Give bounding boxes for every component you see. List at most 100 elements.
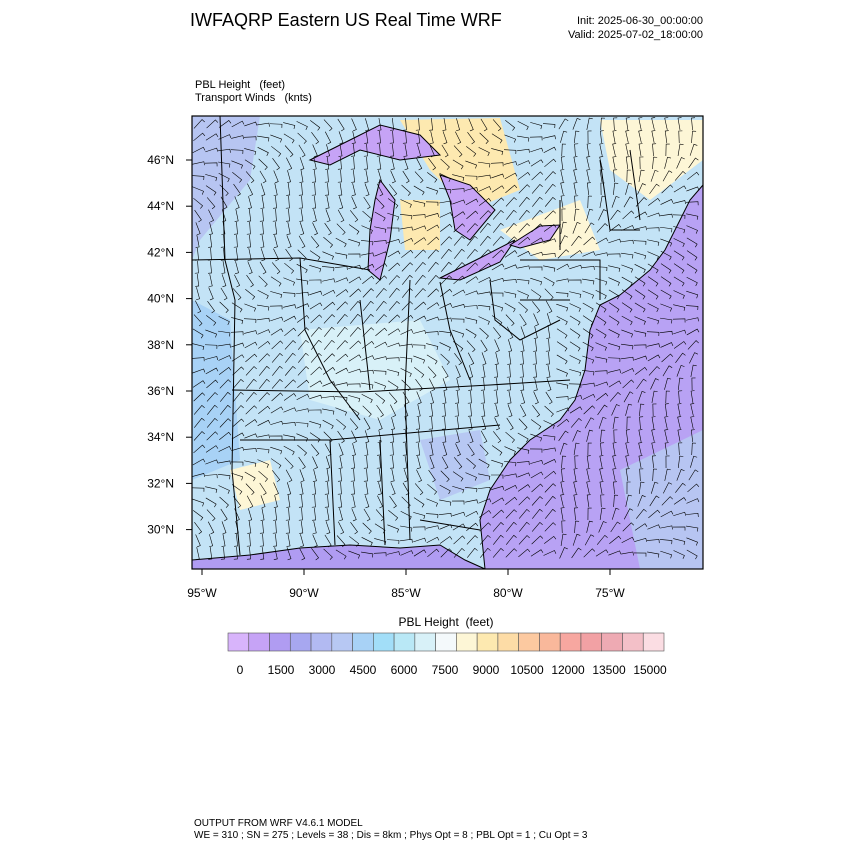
wind-barb [638,130,643,143]
wind-barb [245,171,255,184]
wind-barb [377,469,382,482]
wind-barb [218,330,231,337]
wind-barb [194,417,205,428]
wind-barb [309,394,323,400]
wind-barb [296,263,308,274]
wind-barb [569,369,582,377]
wind-barb [312,508,316,521]
wind-barb [361,355,375,361]
wind-barb [608,329,620,339]
wind-barb [647,263,659,274]
wind-barb [560,507,565,520]
wind-barb [648,197,661,206]
wind-barb [401,301,413,311]
wind-barb [673,511,687,517]
wind-barb [686,513,699,517]
wind-barb [481,365,486,378]
wind-barb [348,406,360,417]
wind-barb [520,378,525,391]
wind-barb [324,182,329,196]
wind-barb [259,221,264,235]
wind-barb [402,130,407,144]
wind-barb [531,483,544,493]
wind-barb [582,382,595,387]
wind-barb [325,157,330,170]
wind-barb [686,250,698,261]
wind-barb [426,343,439,350]
wind-barb [544,171,556,181]
wind-barb [413,497,425,508]
wind-barb [559,547,568,559]
wind-barb [544,495,556,506]
wind-barb [478,291,491,296]
wind-barb [286,534,291,547]
lake-erie [438,239,516,281]
wind-barb [364,430,370,444]
wind-barb [452,511,466,517]
wind-barb [652,143,657,157]
wind-barb [621,536,635,544]
wind-barb [374,538,387,546]
wind-barb [351,443,356,456]
wind-barb [611,404,620,416]
wind-barb [309,265,322,273]
wind-barb [440,275,452,285]
wind-barb [413,512,426,520]
wind-barb [621,264,634,273]
wind-barb [257,304,270,311]
wind-barb [573,442,580,455]
wind-barb [608,550,622,556]
wind-barb [415,274,426,285]
wind-barb [464,175,478,180]
wind-barb [323,431,333,444]
wind-barb [348,224,360,235]
wind-barb [260,235,265,248]
wind-barb [387,238,401,243]
wind-barb [479,235,491,246]
wind-barb [505,509,517,519]
wind-barb [608,238,622,244]
wind-barb [518,496,531,506]
wind-barb [208,274,213,287]
wind-barb [257,459,269,468]
wind-barb [672,214,686,219]
wind-barb [686,549,698,560]
wind-barb [467,235,478,246]
wind-barb [440,223,453,232]
wind-barb [441,416,446,430]
wind-barb [494,352,499,365]
wind-barb [533,326,538,339]
wind-barb [599,468,604,481]
wind-barb [530,277,543,286]
wind-barb [299,157,305,171]
wind-barb [634,289,646,300]
wind-barb [363,455,368,469]
wind-barb [193,404,205,415]
wind-barb [636,378,647,390]
colorbar-box [248,632,270,652]
wind-barb [271,262,281,275]
wind-barb [569,250,583,258]
colorbar: 0 1500 3000 4500 6000 7500 9000 10500 12000 13500… [227,632,667,677]
wind-barb [612,442,617,455]
wind-barb [258,353,270,363]
wind-barb [661,184,674,194]
wind-barb [323,119,333,132]
wind-barb [556,303,569,312]
wind-barb [660,250,672,261]
wind-barb [518,508,530,519]
wind-barb [322,419,334,430]
wind-barb [312,157,317,170]
wind-barb [310,366,323,376]
wind-barb [691,117,696,131]
wind-barb [610,209,621,221]
wind-barb [285,520,290,534]
wind-barb [389,495,397,509]
lat-label: 44°N [147,199,174,213]
wind-barb [322,367,336,375]
wind-barb [466,522,479,532]
wind-barb [532,301,541,314]
wind-barb [621,239,634,244]
wind-barb [691,377,696,391]
wind-barb [232,172,243,183]
